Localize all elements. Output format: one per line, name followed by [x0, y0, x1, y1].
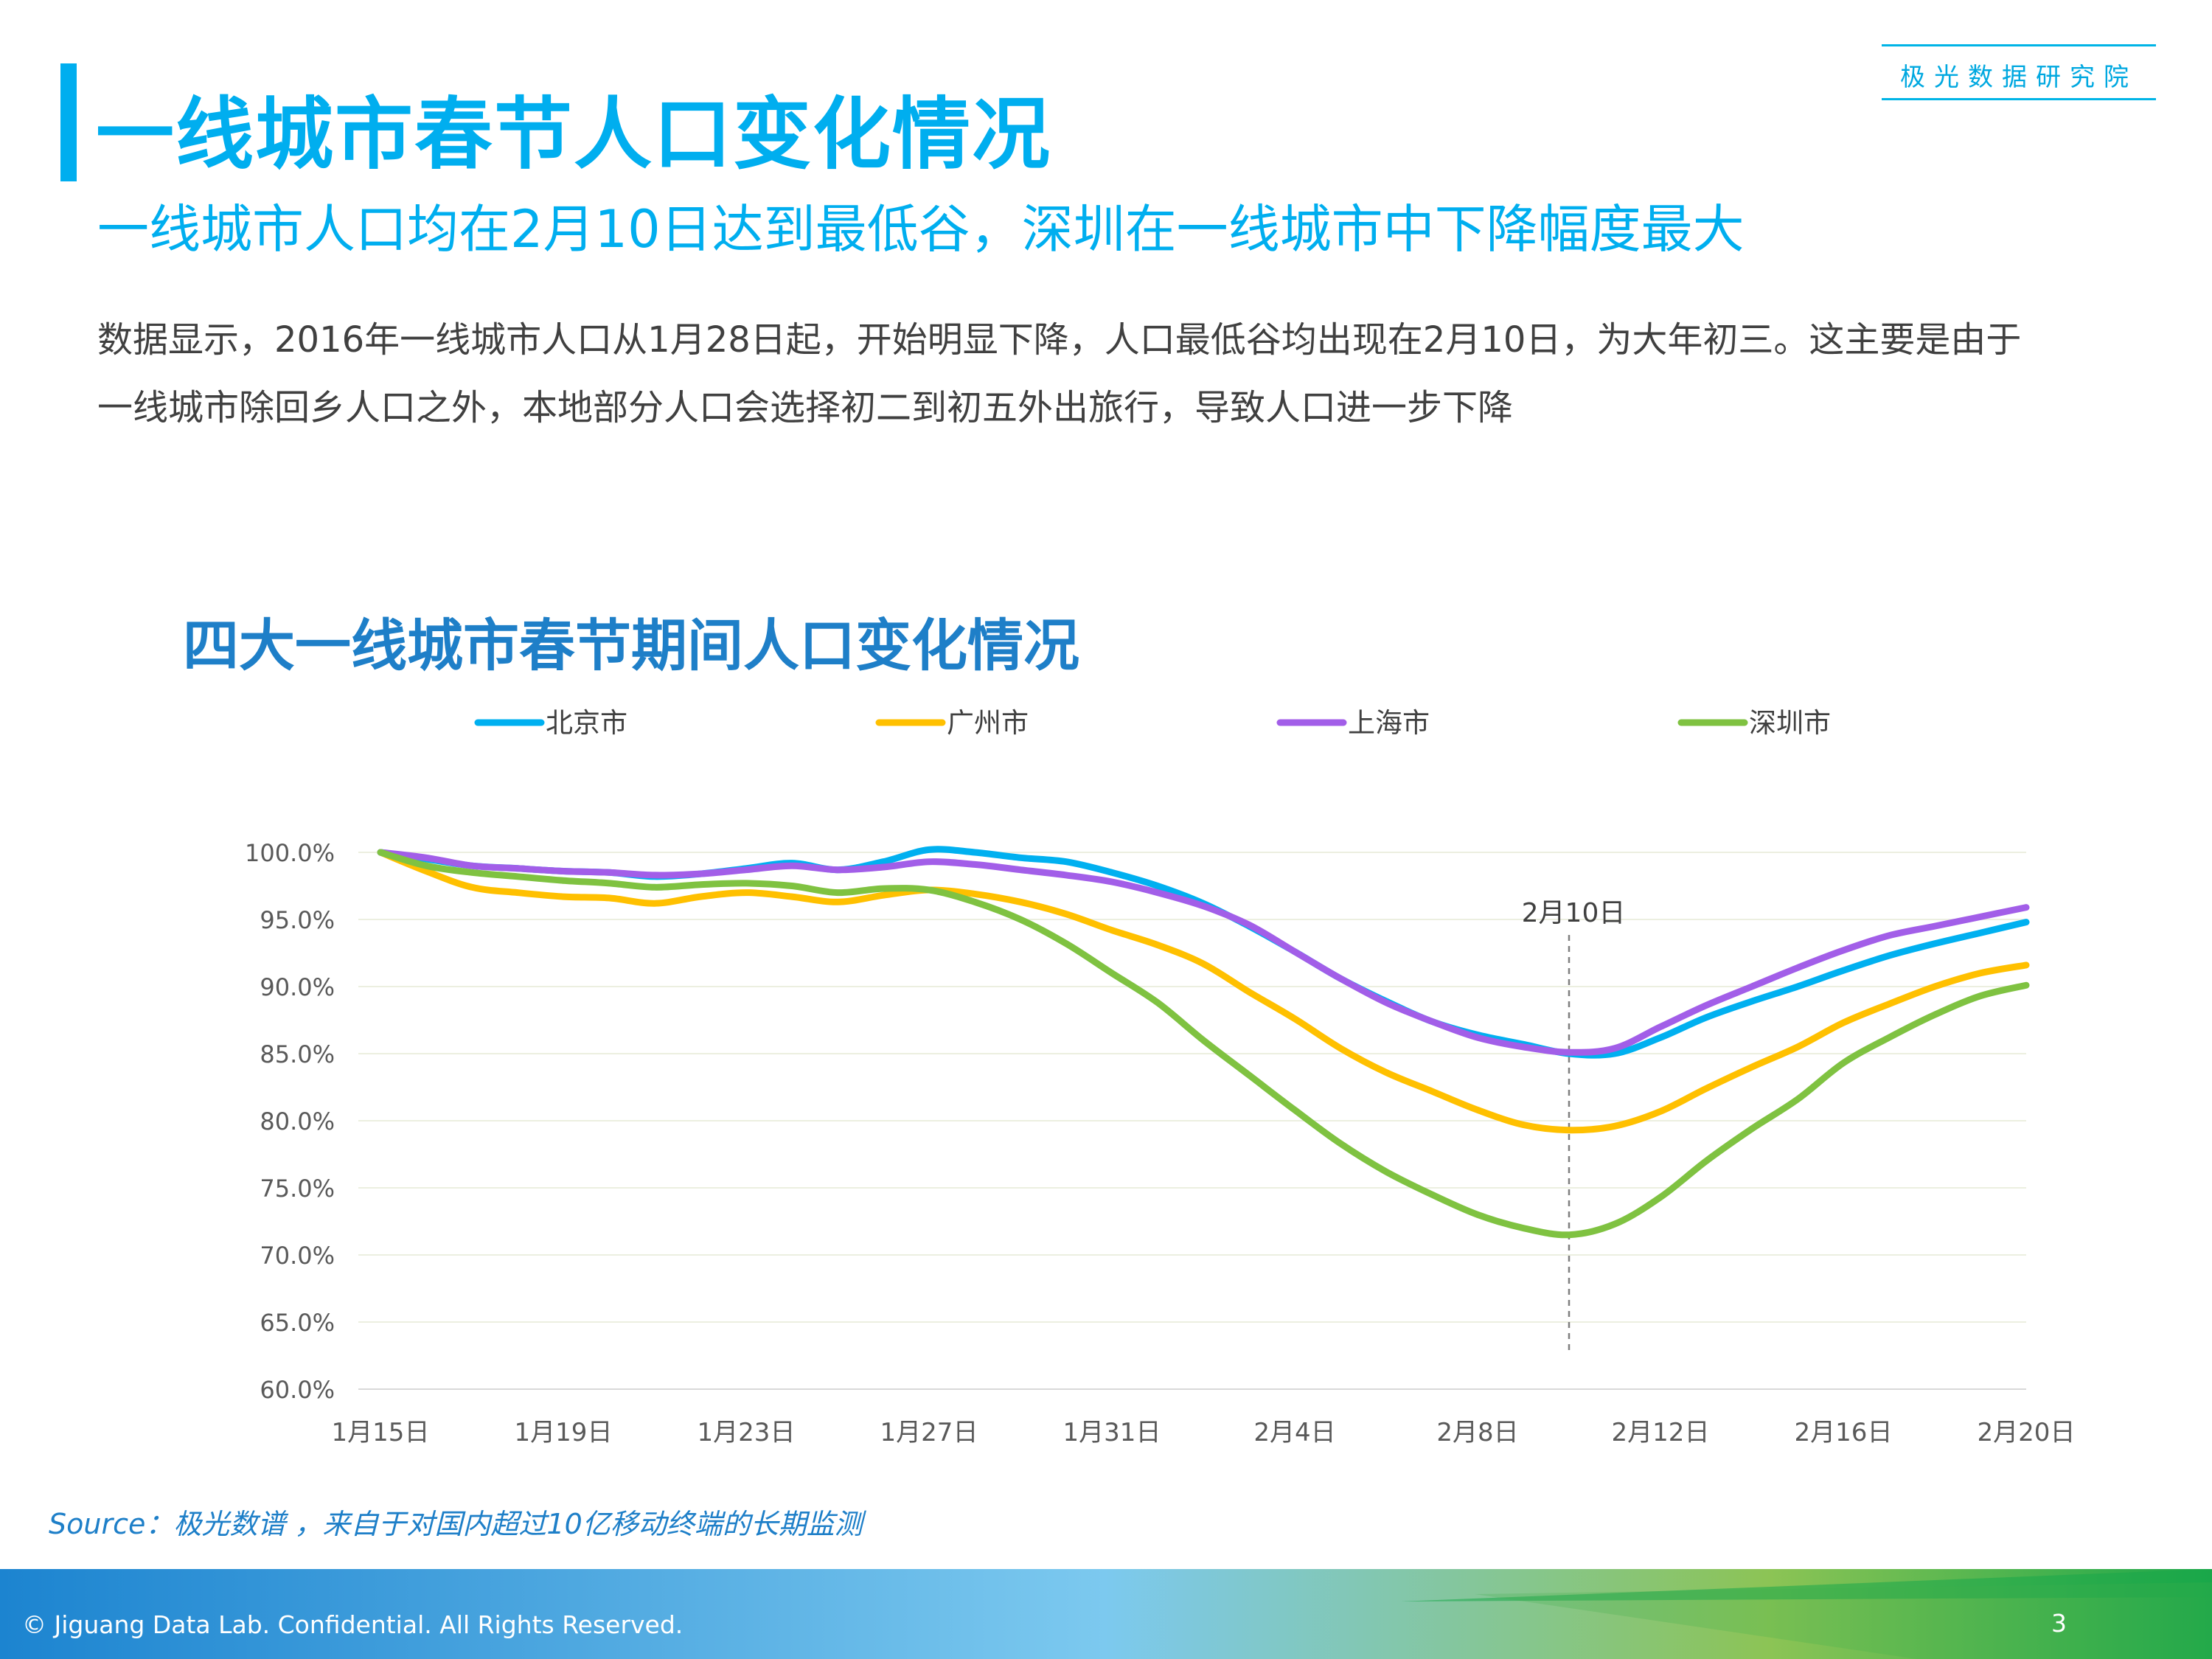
- body-line-2: 一线城市除回乡人口之外，本地部分人口会选择初二到初五外出旅行，导致人口进一步下降: [97, 387, 1514, 428]
- footer-copyright: © Jiguang Data Lab. Confidential. All Ri…: [22, 1610, 684, 1639]
- series-line-3: [377, 849, 2030, 1056]
- line-chart: 100.0% 95.0% 90.0% 85.0% 80.0% 75.0% 70.0% 65.0…: [245, 707, 2076, 1447]
- series-line-2: [377, 849, 2030, 1134]
- series-line-4: [377, 849, 2030, 1239]
- page-number: 3: [2051, 1609, 2067, 1638]
- brand-label: 极光数据研究院: [1900, 63, 2138, 92]
- y-tick-label: 95.0%: [260, 906, 335, 934]
- body-paragraph: 数据显示，2016年一线城市人口从1月28日起，开始明显下降，人口最低谷均出现在…: [97, 306, 2132, 442]
- x-tick-label: 2月20日: [1978, 1418, 2076, 1447]
- body-line-1: 数据显示，2016年一线城市人口从1月28日起，开始明显下降，人口最低谷均出现在…: [97, 319, 2022, 361]
- y-tick-label: 90.0%: [260, 973, 335, 1001]
- footer-band: [0, 1569, 2212, 1659]
- series-line-1: [377, 846, 2030, 1059]
- x-tick-label: 2月12日: [1612, 1418, 1710, 1447]
- legend-label: 北京市: [546, 707, 627, 739]
- y-tick-label: 65.0%: [260, 1309, 335, 1337]
- annotation-label: 2月10日: [1522, 898, 1626, 928]
- x-tick-label: 1月27日: [880, 1418, 978, 1447]
- y-tick-label: 60.0%: [260, 1376, 335, 1404]
- x-tick-label: 1月15日: [332, 1418, 430, 1447]
- page-subtitle: 一线城市人口均在2月10日达到最低谷，深圳在一线城市中下降幅度最大: [97, 199, 1745, 260]
- brand-box: 极光数据研究院: [1882, 44, 2156, 100]
- x-tick-label: 1月19日: [515, 1418, 613, 1447]
- legend-label: 上海市: [1348, 707, 1430, 739]
- page-title: 一线城市春节人口变化情况: [96, 89, 1051, 180]
- x-tick-label: 1月31日: [1063, 1418, 1161, 1447]
- legend-label: 深圳市: [1749, 707, 1831, 739]
- y-tick-label: 80.0%: [260, 1107, 335, 1135]
- y-tick-label: 85.0%: [260, 1040, 335, 1068]
- x-tick-label: 2月4日: [1253, 1418, 1335, 1447]
- x-tick-label: 2月8日: [1436, 1418, 1518, 1447]
- legend-label: 广州市: [947, 707, 1029, 739]
- x-tick-label: 1月23日: [698, 1418, 796, 1447]
- title-accent-bar: [60, 63, 77, 181]
- chart-title: 四大一线城市春节期间人口变化情况: [183, 613, 1079, 678]
- y-tick-label: 70.0%: [260, 1242, 335, 1270]
- y-tick-label: 75.0%: [260, 1175, 335, 1203]
- y-tick-label: 100.0%: [245, 839, 335, 867]
- x-tick-label: 2月16日: [1795, 1418, 1893, 1447]
- source-note: Source：极光数谱 ，来自于对国内超过10亿移动终端的长期监测: [49, 1508, 863, 1540]
